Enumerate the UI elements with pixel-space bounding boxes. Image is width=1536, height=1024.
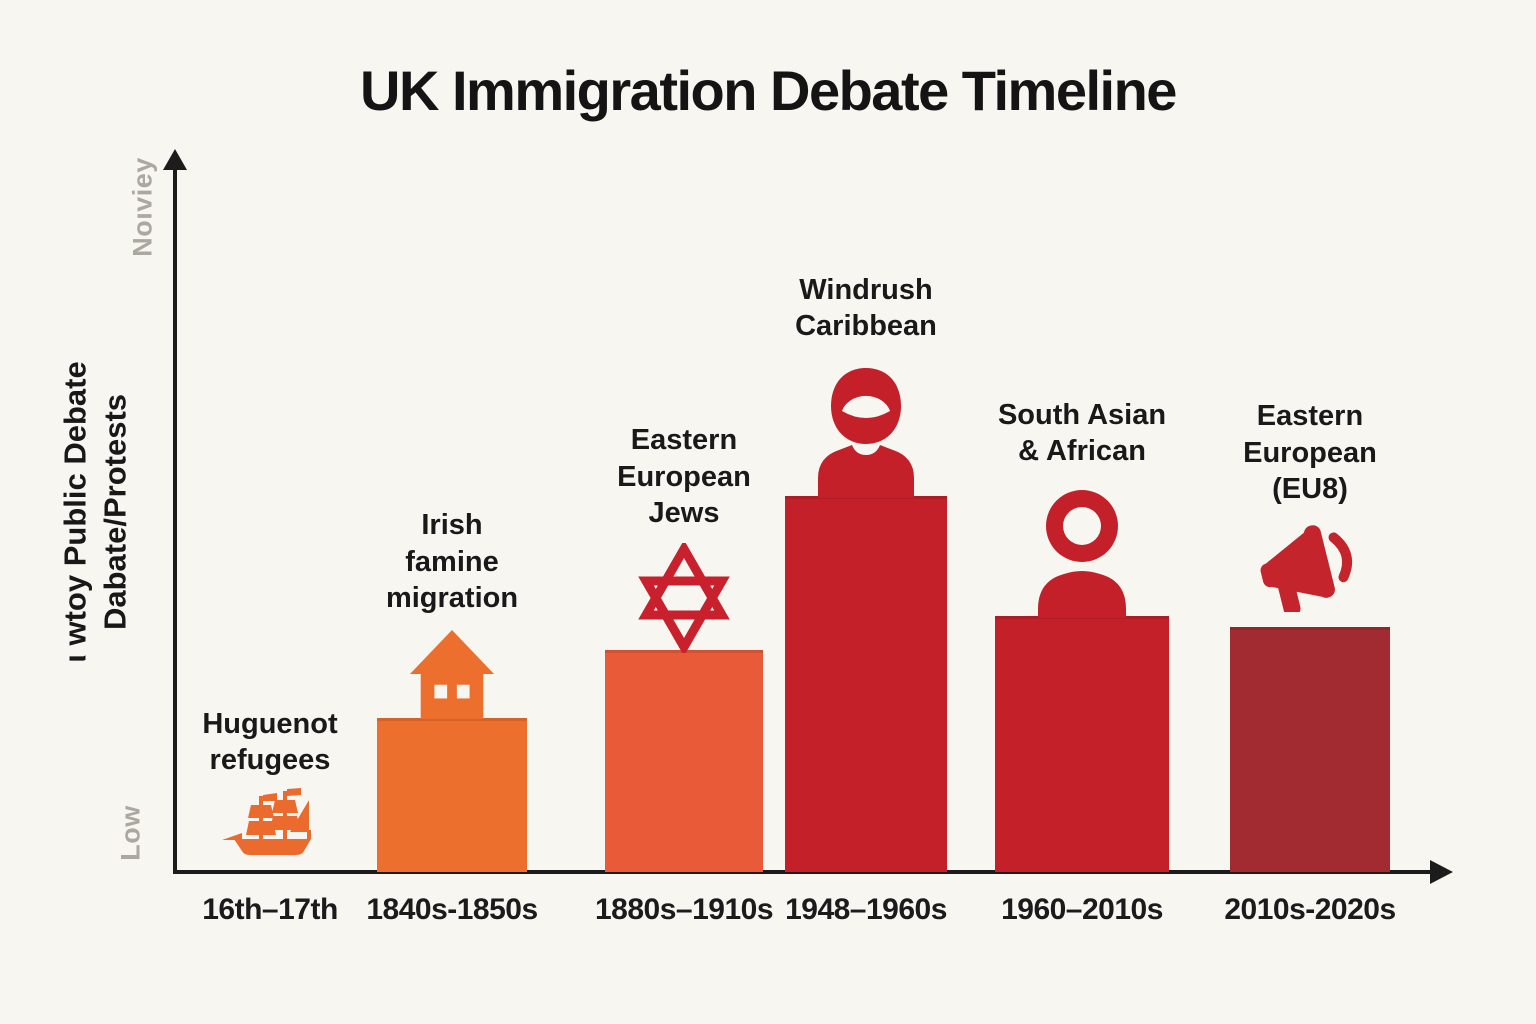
x-axis-arrowhead-icon bbox=[1430, 860, 1453, 884]
x-tick-label: 1948–1960s bbox=[785, 893, 947, 926]
category-label-line: Huguenot bbox=[202, 707, 338, 740]
y-axis-line bbox=[173, 164, 177, 872]
category-label-line: Eastern bbox=[1256, 400, 1364, 433]
category-label: Huguenot refugees bbox=[202, 706, 337, 779]
y-axis-arrowhead-icon bbox=[163, 149, 187, 170]
category-label-line: Caribbean bbox=[795, 310, 937, 343]
y-axis-low-label: Low bbox=[115, 805, 146, 861]
category-label: South Asian & African bbox=[998, 397, 1166, 470]
x-tick-label: 2010s-2020s bbox=[1224, 893, 1396, 926]
bar bbox=[1230, 627, 1390, 872]
category-label-line: migration bbox=[385, 582, 519, 615]
bar bbox=[995, 616, 1169, 872]
category-label-line: Irish bbox=[421, 509, 483, 542]
person-cap-icon bbox=[807, 364, 925, 498]
x-axis-line bbox=[173, 870, 1433, 874]
category-label-line: Eastern bbox=[630, 424, 738, 457]
x-tick-label: 16th–17th bbox=[202, 893, 338, 926]
category-label-line: South Asian bbox=[997, 398, 1167, 431]
star-of-david-icon bbox=[634, 539, 734, 657]
bar bbox=[785, 496, 947, 872]
category-label-line: Jews bbox=[648, 497, 720, 530]
bar bbox=[377, 718, 527, 872]
category-label: Eastern European Jews bbox=[617, 422, 751, 532]
y-axis-title: ι wtoy Public Debate Dabate/Protests bbox=[55, 361, 134, 662]
category-label: Windrush Caribbean bbox=[795, 272, 937, 345]
category-label-line: (EU8) bbox=[1272, 473, 1348, 506]
category-label: Eastern European (EU8) bbox=[1243, 398, 1377, 508]
x-tick-label: 1960–2010s bbox=[1001, 893, 1163, 926]
x-tick-label: 1880s–1910s bbox=[594, 893, 774, 926]
category-label-line: famine bbox=[405, 545, 499, 578]
category-label-line: & African bbox=[1018, 435, 1146, 468]
sailing-ship-icon bbox=[220, 784, 320, 866]
y-axis-title-line2: Dabate/Protests bbox=[97, 393, 132, 631]
chart-title: UK Immigration Debate Timeline bbox=[360, 59, 1177, 122]
y-axis-high-label: Noıviey bbox=[127, 157, 158, 257]
house-icon bbox=[408, 628, 496, 720]
x-tick-label: 1840s-1850s bbox=[366, 893, 538, 926]
category-label-line: Windrush bbox=[799, 273, 933, 306]
person-ring-icon bbox=[1034, 488, 1130, 618]
category-label-line: European bbox=[1243, 436, 1377, 469]
category-label: Irish famine migration bbox=[386, 507, 518, 617]
category-label-line: refugees bbox=[209, 744, 331, 777]
megaphone-icon bbox=[1255, 522, 1365, 617]
y-axis-title-line1: ι wtoy Public Debate bbox=[57, 361, 93, 663]
category-label-line: European bbox=[617, 460, 751, 493]
bar bbox=[605, 650, 763, 872]
